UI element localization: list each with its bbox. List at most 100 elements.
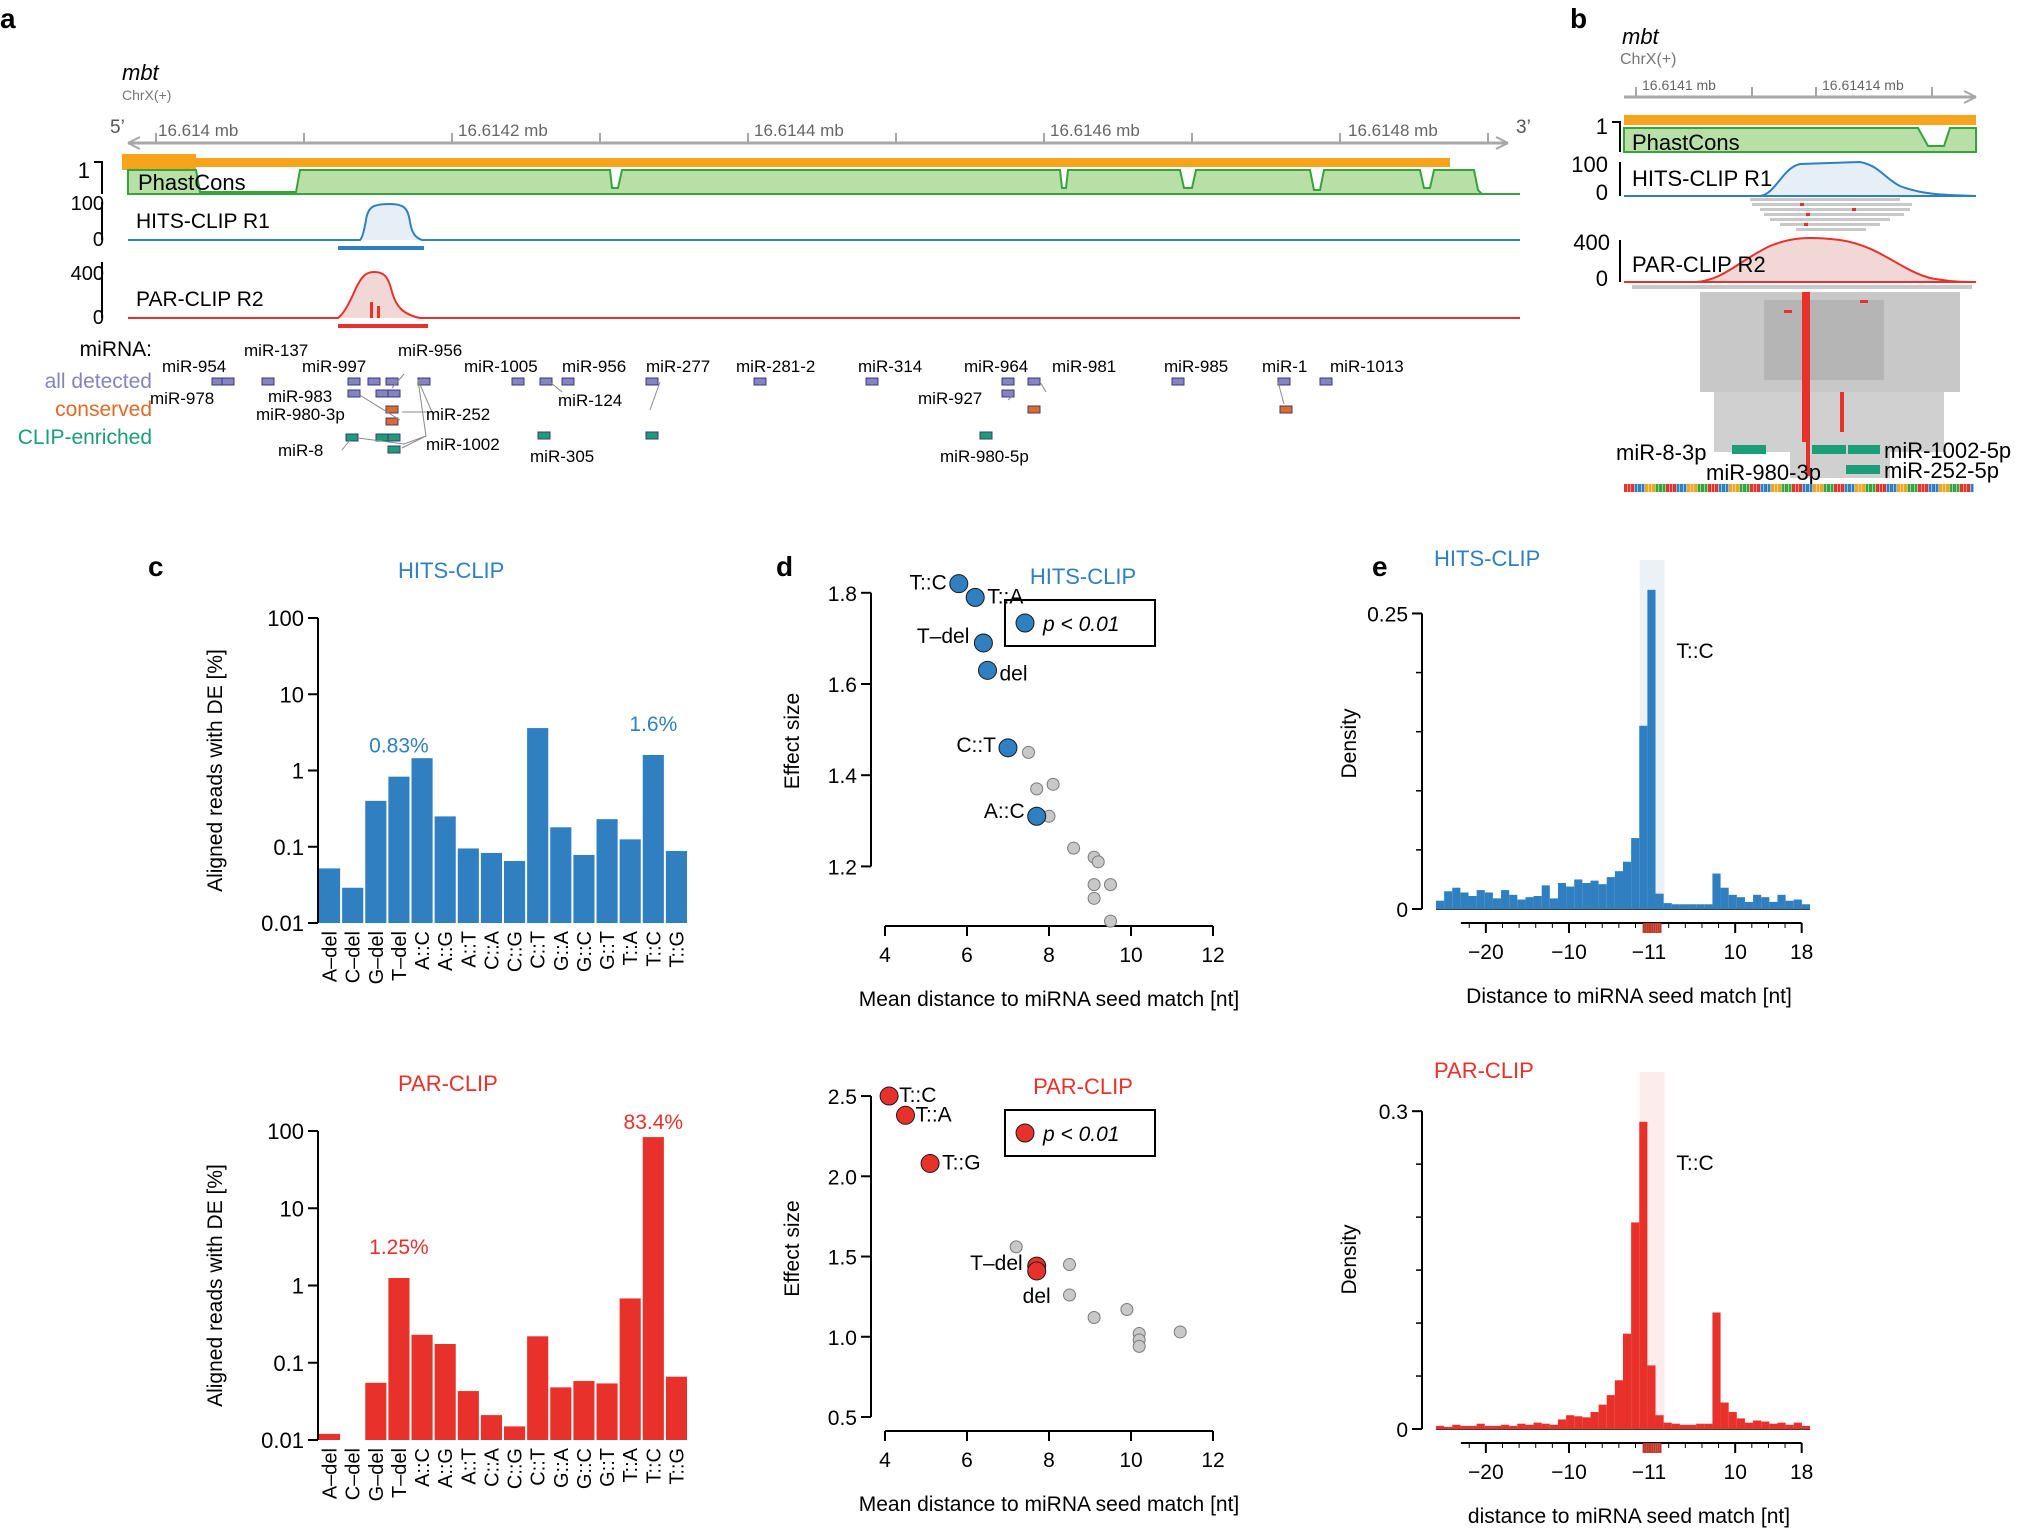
y-tick-label: 1.5 bbox=[828, 1247, 857, 1270]
sequence-base bbox=[1746, 484, 1750, 492]
mirna-label: miR-927 bbox=[918, 389, 982, 408]
histogram-bar bbox=[1753, 894, 1762, 909]
sequence-base bbox=[1743, 484, 1746, 492]
mirna-site-box bbox=[1027, 377, 1041, 386]
bar bbox=[527, 728, 549, 923]
bar bbox=[411, 758, 433, 923]
sequence-base bbox=[1834, 484, 1837, 492]
sequence-base bbox=[1799, 484, 1802, 492]
mirna-label: miR-980-5p bbox=[940, 447, 1029, 466]
sequence-base bbox=[1652, 484, 1655, 492]
mirna-label: miR-954 bbox=[162, 357, 226, 376]
ruler-tick-label: 16.6148 mb bbox=[1348, 121, 1438, 140]
bar bbox=[642, 1137, 664, 1440]
sequence-base bbox=[1736, 484, 1739, 492]
histogram-bar bbox=[1663, 903, 1672, 909]
sequence-base bbox=[1851, 484, 1855, 492]
histogram-bar bbox=[1606, 877, 1615, 909]
histogram-bar bbox=[1736, 1418, 1745, 1429]
histogram-bar bbox=[1492, 1425, 1502, 1429]
mirna-label: miR-956 bbox=[398, 341, 462, 360]
panel-b: b mbt ChrX(+) 16.6141 mb 16.61414 mb 1 P… bbox=[1570, 3, 2011, 492]
sequence-base bbox=[1711, 484, 1715, 492]
histogram-bar bbox=[1696, 904, 1705, 909]
sequence-base bbox=[1858, 484, 1862, 492]
mirna-site-box bbox=[1171, 377, 1185, 386]
mirna-site-box bbox=[261, 377, 275, 386]
bar bbox=[388, 1278, 410, 1440]
panel-e-letter: e bbox=[1372, 551, 1388, 582]
sequence-base bbox=[1935, 484, 1939, 492]
hits-label: HITS-CLIP R1 bbox=[136, 210, 270, 233]
histogram-bar bbox=[1639, 725, 1648, 909]
phastcons-scale-bracket bbox=[94, 161, 103, 194]
gene-bar-b bbox=[1624, 115, 1976, 125]
sequence-base bbox=[1872, 484, 1876, 492]
par-scale-min: 0 bbox=[93, 307, 104, 329]
scatter-point bbox=[1087, 1311, 1101, 1325]
mirna-label-b: miR-8-3p bbox=[1616, 440, 1706, 465]
x-tick-label: 8 bbox=[1043, 944, 1055, 967]
y-tick-label: 1.2 bbox=[828, 856, 857, 879]
x-tick-label: A::C bbox=[412, 931, 434, 970]
sequence-base bbox=[1841, 484, 1844, 492]
y-tick-label: 1.0 bbox=[828, 1327, 857, 1350]
sequence-base bbox=[1725, 484, 1729, 492]
sequence-base bbox=[1722, 484, 1725, 492]
mirna-site-box bbox=[979, 431, 993, 440]
legend-label: p < 0.01 bbox=[1042, 1123, 1119, 1146]
sequence-base bbox=[1942, 484, 1946, 492]
bar bbox=[573, 854, 595, 923]
histogram-bar bbox=[1704, 904, 1713, 909]
sequence-base bbox=[1760, 484, 1764, 492]
x-tick-label: G–del bbox=[366, 931, 388, 984]
ruler-tick-label: 16.6144 mb bbox=[754, 121, 844, 140]
x-tick-label: 10 bbox=[1724, 1461, 1747, 1484]
point-label: T::A bbox=[987, 585, 1023, 608]
sequence-base bbox=[1781, 484, 1785, 492]
phastcons-label: PhastCons bbox=[138, 170, 246, 195]
y-tick-label: 0 bbox=[1396, 1419, 1408, 1442]
phastcons-scale-bracket-b bbox=[1612, 121, 1621, 152]
histogram-bar bbox=[1631, 838, 1640, 909]
panel-a-chrom: ChrX(+) bbox=[122, 87, 171, 103]
bar bbox=[457, 848, 479, 923]
y-tick-label: 0.25 bbox=[1367, 603, 1408, 626]
x-tick-label: 4 bbox=[879, 1449, 891, 1472]
sequence-base bbox=[1809, 484, 1813, 492]
sequence-base bbox=[1676, 484, 1680, 492]
sequence-base bbox=[1932, 484, 1935, 492]
x-tick-label: 6 bbox=[961, 944, 973, 967]
par-coverage-track-b bbox=[1624, 237, 1977, 283]
x-tick-label: 4 bbox=[879, 944, 891, 967]
legend-conserved: conserved bbox=[55, 398, 152, 421]
sequence-base bbox=[1970, 484, 1974, 492]
histogram-bar bbox=[1785, 900, 1794, 909]
panel-b-gene: mbt bbox=[1622, 24, 1660, 49]
x-tick-label: −10 bbox=[1551, 941, 1587, 964]
scatter-point-significant bbox=[920, 1153, 940, 1173]
histogram-bar bbox=[1728, 1412, 1737, 1429]
mirna-label: miR-956 bbox=[562, 357, 626, 376]
y-tick-label: 10 bbox=[280, 1196, 304, 1221]
mirna-site-box bbox=[1001, 389, 1015, 398]
par-cluster-bar bbox=[338, 324, 428, 328]
histogram-bar bbox=[1525, 1424, 1534, 1429]
sequence-base bbox=[1694, 484, 1697, 492]
bar bbox=[504, 1426, 526, 1440]
mirna-site-box bbox=[1279, 405, 1293, 414]
histogram-bar bbox=[1525, 897, 1534, 909]
hits-coverage-track-a bbox=[128, 202, 1520, 241]
par-scale-max-b: 400 bbox=[1573, 230, 1610, 255]
sequence-base bbox=[1907, 484, 1911, 492]
x-tick-label: G::A bbox=[551, 930, 573, 971]
sequence-base bbox=[1816, 484, 1820, 492]
bar-annotation: 83.4% bbox=[624, 1111, 684, 1134]
sequence-base bbox=[1879, 484, 1883, 492]
histogram-bar bbox=[1769, 1423, 1778, 1429]
scatter-point bbox=[1046, 777, 1060, 791]
bar bbox=[619, 1298, 641, 1440]
histogram-bar bbox=[1801, 904, 1810, 909]
histogram-bar bbox=[1720, 887, 1729, 909]
mirna-label: miR-1002 bbox=[426, 435, 500, 454]
